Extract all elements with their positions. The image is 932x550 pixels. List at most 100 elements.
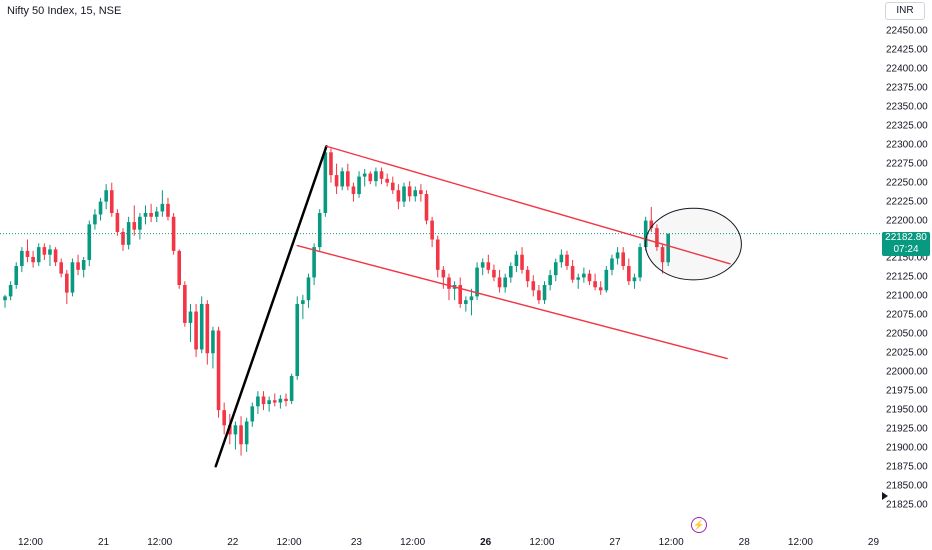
candle-down <box>59 262 63 274</box>
time-tick-label: 12:00 <box>147 537 173 548</box>
price-tick-label: 22025.00 <box>886 347 928 359</box>
candle-down <box>385 178 389 183</box>
chart-title: Nifty 50 Index, 15, NSE <box>7 5 122 17</box>
candle-up <box>374 171 378 182</box>
candle-up <box>256 396 260 407</box>
price-tick-label: 22250.00 <box>886 177 928 189</box>
candle-down <box>351 186 356 195</box>
candle-down <box>31 256 35 263</box>
time-tick-label: 21 <box>97 537 110 548</box>
candle-down <box>435 239 440 270</box>
candle-down <box>25 250 30 257</box>
time-tick-label: 12:00 <box>400 537 426 548</box>
candle-up <box>643 220 648 248</box>
candle-up <box>93 214 97 225</box>
price-tick-label: 22400.00 <box>886 63 928 75</box>
channel-upper-trendline <box>325 145 731 265</box>
candle-up <box>542 285 547 301</box>
last-price-value: 22182.80 <box>885 232 927 243</box>
candle-up <box>160 203 165 212</box>
candle-down <box>216 330 221 411</box>
candle-down <box>284 398 288 402</box>
price-tick-label: 22075.00 <box>886 309 928 321</box>
candle-down <box>593 281 597 288</box>
price-tick-label: 22000.00 <box>886 366 928 378</box>
candle-up <box>514 254 519 267</box>
price-tick-label: 21875.00 <box>886 461 928 473</box>
candle-down <box>177 250 182 286</box>
candle-down <box>346 171 350 187</box>
highlight-circle <box>644 207 742 281</box>
candle-up <box>87 224 92 260</box>
candle-down <box>407 186 412 197</box>
candle-up <box>323 152 328 213</box>
candle-down <box>149 212 153 217</box>
time-tick-label: 12:00 <box>787 537 813 548</box>
candle-down <box>570 266 575 280</box>
candle-up <box>610 258 614 270</box>
candlestick-chart[interactable] <box>0 0 880 530</box>
scroll-to-realtime-arrow-icon[interactable] <box>882 492 888 500</box>
candle-up <box>48 249 52 255</box>
price-tick-label: 22150.00 <box>886 252 928 264</box>
price-tick-label: 22300.00 <box>886 139 928 151</box>
candle-up <box>480 262 485 268</box>
price-tick-label: 22350.00 <box>886 101 928 113</box>
candle-up <box>295 303 300 377</box>
time-tick-label: 12:00 <box>529 537 555 548</box>
candle-down <box>42 247 47 255</box>
candle-down <box>537 290 541 301</box>
candle-down <box>621 252 625 267</box>
candle-up <box>244 421 249 445</box>
candle-up <box>138 216 142 230</box>
last-price-label: 22182.80 07:24 <box>882 232 930 256</box>
candle-up <box>306 277 311 301</box>
candle-down <box>486 262 491 270</box>
candle-up <box>70 262 75 293</box>
candle-up <box>553 262 558 276</box>
candle-up <box>666 233 670 263</box>
candle-down <box>272 400 277 403</box>
price-tick-label: 22050.00 <box>886 328 928 340</box>
time-tick-label: 23 <box>350 537 362 548</box>
candle-up <box>14 266 19 286</box>
candle-down <box>531 281 536 291</box>
price-tick-label: 22375.00 <box>886 82 928 94</box>
price-tick-label: 21850.00 <box>886 480 928 492</box>
candle-up <box>503 277 507 288</box>
time-tick-label: 26 <box>480 537 492 548</box>
price-tick-label: 22125.00 <box>886 271 928 283</box>
price-tick-label: 22450.00 <box>886 25 928 37</box>
candle-down <box>65 273 69 293</box>
candle-up <box>20 250 24 267</box>
candle-down <box>525 269 530 282</box>
candle-up <box>301 300 305 304</box>
price-axis[interactable]: 22450.00 22425.00 22400.00 22375.00 22350.00… <box>880 0 932 530</box>
price-tick-label: 21975.00 <box>886 385 928 397</box>
price-tick-label: 22200.00 <box>886 215 928 227</box>
candle-down <box>205 303 210 354</box>
candle-down <box>598 287 603 291</box>
candle-down <box>419 190 423 195</box>
candle-down <box>447 277 451 289</box>
candle-up <box>81 259 86 270</box>
candle-up <box>362 173 367 177</box>
candle-up <box>615 252 620 259</box>
candle-up <box>36 247 41 263</box>
candle-down <box>329 152 333 176</box>
candle-down <box>587 273 592 282</box>
candle-down <box>497 277 502 288</box>
candle-up <box>143 212 148 217</box>
candle-up <box>638 247 642 278</box>
chart-plot-area[interactable]: Nifty 50 Index, 15, NSE <box>0 0 880 530</box>
candle-up <box>559 254 564 263</box>
candle-up <box>3 296 7 301</box>
time-axis[interactable]: 12:00 21 12:00 22 12:00 23 12:00 26 12:00 27 12:00… <box>0 530 932 550</box>
lightning-icon[interactable]: ⚡ <box>691 517 707 533</box>
currency-selector[interactable]: INR <box>885 2 925 20</box>
candle-up <box>312 247 316 278</box>
impulse-trendline <box>214 145 328 468</box>
candle-down <box>655 228 659 248</box>
time-tick-label: 12:00 <box>276 537 302 548</box>
candle-up <box>357 176 361 195</box>
